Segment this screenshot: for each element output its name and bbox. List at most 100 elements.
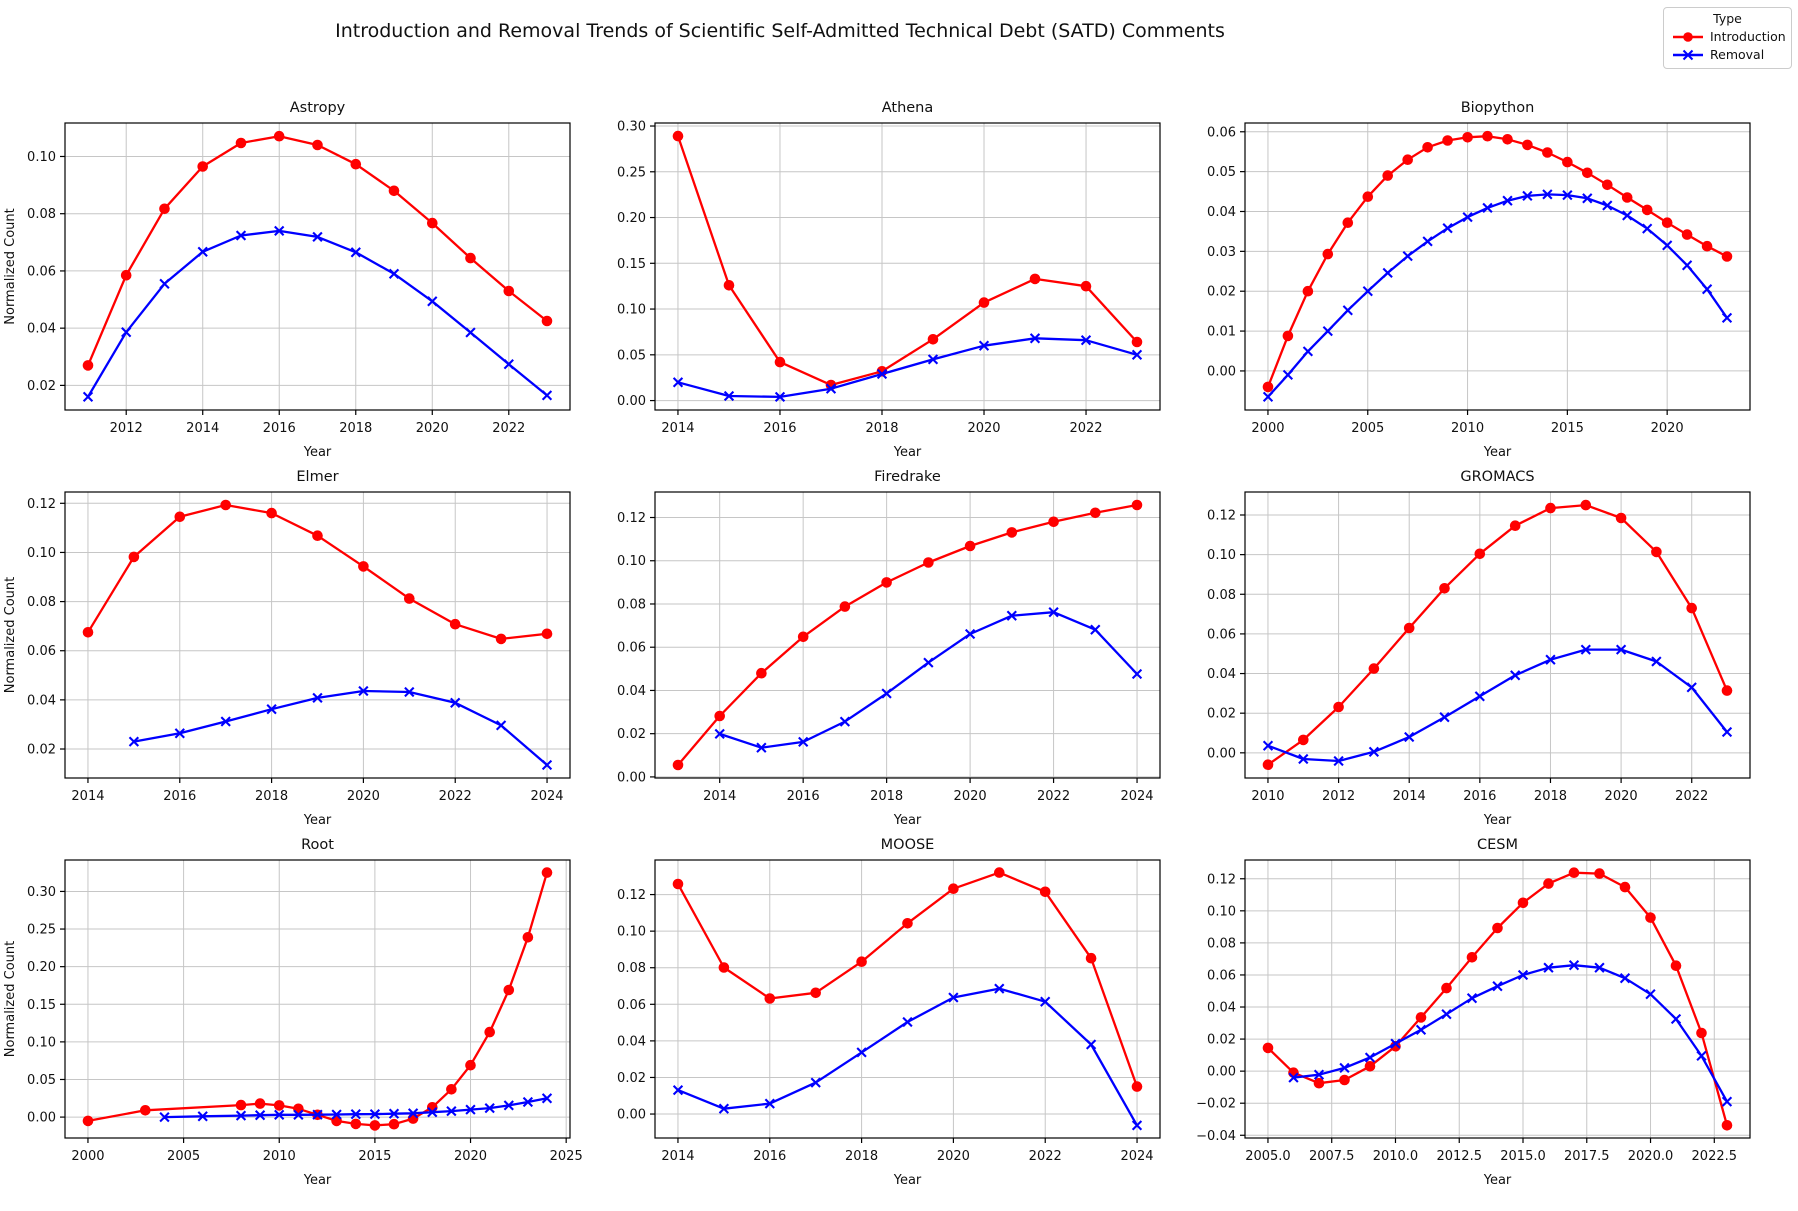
svg-text:2005: 2005 bbox=[1351, 421, 1384, 436]
svg-text:2022: 2022 bbox=[1029, 1149, 1062, 1164]
svg-text:2018: 2018 bbox=[870, 789, 903, 804]
svg-text:2015.0: 2015.0 bbox=[1500, 1149, 1546, 1164]
svg-text:2000: 2000 bbox=[1251, 421, 1284, 436]
introduction-line bbox=[676, 871, 1139, 1087]
removal-line bbox=[1267, 648, 1728, 763]
svg-text:Year: Year bbox=[893, 1173, 922, 1188]
svg-text:2014: 2014 bbox=[1393, 789, 1426, 804]
svg-text:−0.02: −0.02 bbox=[1196, 1097, 1236, 1112]
removal-markers bbox=[714, 607, 1143, 753]
removal-markers bbox=[672, 983, 1143, 1131]
svg-text:0.02: 0.02 bbox=[27, 379, 56, 394]
svg-text:2015: 2015 bbox=[358, 1149, 391, 1164]
svg-text:2005.0: 2005.0 bbox=[1245, 1149, 1291, 1164]
removal-markers bbox=[128, 685, 553, 771]
legend-label-introduction: Introduction bbox=[1710, 29, 1786, 44]
svg-text:0.08: 0.08 bbox=[27, 207, 56, 222]
svg-text:2022: 2022 bbox=[439, 789, 472, 804]
svg-text:0.04: 0.04 bbox=[1207, 667, 1236, 682]
legend-label-removal: Removal bbox=[1710, 47, 1765, 62]
svg-text:2024: 2024 bbox=[1120, 789, 1153, 804]
svg-text:0.30: 0.30 bbox=[27, 885, 56, 900]
removal-markers bbox=[1262, 644, 1733, 767]
svg-text:0.05: 0.05 bbox=[27, 1073, 56, 1088]
svg-text:Year: Year bbox=[303, 1173, 332, 1188]
svg-text:0.00: 0.00 bbox=[617, 770, 646, 785]
removal-markers bbox=[159, 1093, 553, 1123]
legend-entry-removal: Removal bbox=[1671, 47, 1784, 62]
svg-text:2014: 2014 bbox=[71, 789, 104, 804]
svg-text:0.12: 0.12 bbox=[27, 497, 56, 512]
svg-text:0.06: 0.06 bbox=[617, 998, 646, 1013]
svg-text:Year: Year bbox=[1483, 813, 1512, 828]
svg-text:−0.04: −0.04 bbox=[1196, 1129, 1236, 1144]
svg-text:2017.5: 2017.5 bbox=[1564, 1149, 1610, 1164]
svg-text:0.02: 0.02 bbox=[617, 1071, 646, 1086]
svg-text:2024: 2024 bbox=[530, 789, 563, 804]
svg-text:2010.0: 2010.0 bbox=[1373, 1149, 1419, 1164]
introduction-line bbox=[86, 135, 548, 366]
svg-text:2025: 2025 bbox=[550, 1149, 583, 1164]
svg-text:0.06: 0.06 bbox=[27, 644, 56, 659]
removal-line bbox=[1267, 193, 1728, 398]
svg-text:0.05: 0.05 bbox=[1207, 165, 1236, 180]
svg-text:2012.5: 2012.5 bbox=[1436, 1149, 1482, 1164]
legend-title: Type bbox=[1713, 11, 1742, 26]
svg-text:2018: 2018 bbox=[1534, 789, 1567, 804]
svg-text:2005: 2005 bbox=[167, 1149, 200, 1164]
svg-text:Year: Year bbox=[1483, 445, 1512, 460]
chart-athena: 2014 2016 2018 2020 2022 0.00 0.05 0.10 0.15 0.20… bbox=[617, 100, 1161, 460]
svg-text:0.08: 0.08 bbox=[1207, 588, 1236, 603]
svg-text:2012: 2012 bbox=[1322, 789, 1355, 804]
svg-text:2020: 2020 bbox=[347, 789, 380, 804]
svg-text:0.02: 0.02 bbox=[617, 727, 646, 742]
svg-text:2020.0: 2020.0 bbox=[1628, 1149, 1674, 1164]
removal-markers bbox=[82, 225, 553, 402]
removal-line bbox=[677, 337, 1138, 399]
svg-text:0.08: 0.08 bbox=[1207, 936, 1236, 951]
introduction-line bbox=[1267, 503, 1729, 766]
svg-text:0.15: 0.15 bbox=[617, 257, 646, 272]
svg-text:2022: 2022 bbox=[1037, 789, 1070, 804]
introduction-marker-icon bbox=[1673, 31, 1703, 42]
svg-text:2018: 2018 bbox=[255, 789, 288, 804]
chart-biopython: 2000 2005 2010 2015 2020 0.00 0.01 0.02 0.03 0.04… bbox=[1207, 100, 1751, 460]
svg-text:2018: 2018 bbox=[865, 421, 898, 436]
legend: Type Introduction Removal bbox=[1663, 7, 1792, 69]
svg-text:2014: 2014 bbox=[186, 421, 219, 436]
introduction-line bbox=[676, 135, 1138, 387]
svg-text:0.03: 0.03 bbox=[1207, 245, 1236, 260]
introduction-markers bbox=[672, 499, 1143, 771]
introduction-line bbox=[87, 872, 549, 1127]
svg-text:2014: 2014 bbox=[703, 789, 736, 804]
svg-text:0.08: 0.08 bbox=[27, 595, 56, 610]
svg-text:2020: 2020 bbox=[1651, 421, 1684, 436]
chart-firedrake: 2014 2016 2018 2020 2022 2024 0.00 0.02 0.04 0.06… bbox=[617, 469, 1161, 828]
svg-text:0.10: 0.10 bbox=[617, 925, 646, 940]
svg-text:0.00: 0.00 bbox=[1207, 1065, 1236, 1080]
svg-text:0.20: 0.20 bbox=[617, 211, 646, 226]
removal-markers bbox=[672, 333, 1143, 403]
svg-text:2020: 2020 bbox=[937, 1149, 970, 1164]
introduction-line bbox=[1266, 135, 1728, 388]
svg-text:0.06: 0.06 bbox=[27, 264, 56, 279]
svg-text:0.01: 0.01 bbox=[1207, 325, 1236, 340]
svg-text:0.06: 0.06 bbox=[1207, 125, 1236, 140]
svg-text:2014: 2014 bbox=[661, 1149, 694, 1164]
svg-text:0.10: 0.10 bbox=[617, 554, 646, 569]
introduction-markers bbox=[672, 867, 1143, 1092]
svg-text:2022: 2022 bbox=[1675, 789, 1708, 804]
svg-text:0.06: 0.06 bbox=[1207, 968, 1236, 983]
svg-text:Athena: Athena bbox=[882, 100, 934, 116]
svg-text:0.25: 0.25 bbox=[617, 165, 646, 180]
svg-text:2010: 2010 bbox=[263, 1149, 296, 1164]
introduction-markers bbox=[82, 499, 553, 645]
removal-marker-icon bbox=[1673, 49, 1703, 60]
chart-elmer: 2014 2016 2018 2020 2022 2024 0.02 0.04 0.06 0.08… bbox=[3, 469, 571, 828]
svg-text:2016: 2016 bbox=[787, 789, 820, 804]
svg-text:0.08: 0.08 bbox=[617, 961, 646, 976]
svg-text:0.06: 0.06 bbox=[1207, 627, 1236, 642]
svg-text:0.08: 0.08 bbox=[617, 597, 646, 612]
introduction-markers bbox=[82, 130, 553, 371]
removal-line bbox=[1293, 964, 1729, 1103]
